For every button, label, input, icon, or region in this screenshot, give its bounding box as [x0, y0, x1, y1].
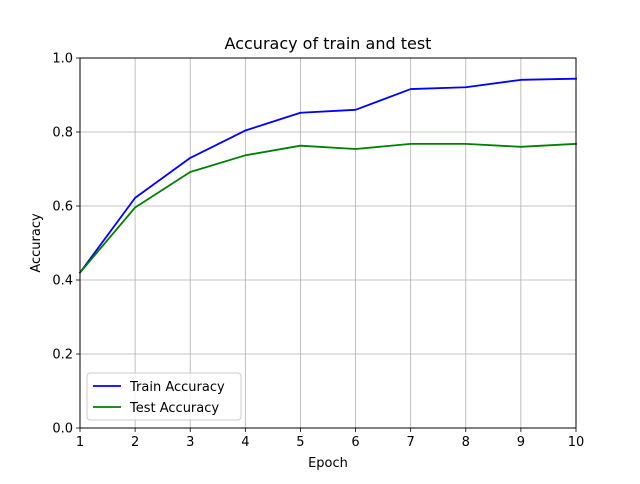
x-axis-label: Epoch: [308, 456, 348, 471]
x-tick-label: 6: [351, 435, 359, 450]
series-lines: [78, 77, 577, 274]
legend: Train Accuracy Test Accuracy: [86, 372, 242, 421]
legend-box: [86, 372, 242, 421]
x-tick-label: 2: [131, 435, 139, 450]
x-tick-label: 3: [186, 435, 194, 450]
y-tick-label: 0.6: [52, 200, 73, 215]
chart-title: Accuracy of train and test: [225, 34, 432, 53]
x-tick-label: 5: [296, 435, 304, 450]
series-line-train-accuracy: [78, 77, 577, 274]
legend-label-test: Test Accuracy: [129, 401, 219, 416]
x-tick-label: 7: [407, 435, 415, 450]
y-tick-label: 0.8: [52, 126, 73, 141]
x-tick-label: 10: [568, 435, 585, 450]
y-tick-label: 0.2: [52, 348, 73, 363]
y-tick-label: 0.0: [52, 422, 73, 437]
plot-frame: [79, 57, 577, 429]
x-tick-label: 4: [241, 435, 249, 450]
x-tick-label: 9: [517, 435, 525, 450]
x-tick-label: 1: [76, 435, 84, 450]
series-line-test-accuracy: [78, 142, 577, 274]
x-tick-label: 8: [462, 435, 470, 450]
y-tick-label: 0.4: [52, 274, 73, 289]
legend-label-train: Train Accuracy: [129, 380, 225, 395]
y-tick-label: 1.0: [52, 52, 73, 67]
axis-ticks: 1 2 3 4 5 6 7 8 9 10 0.0 0.2 0.4 0.6 0.8 1.0: [52, 52, 584, 451]
y-axis-label: Accuracy: [29, 213, 44, 273]
